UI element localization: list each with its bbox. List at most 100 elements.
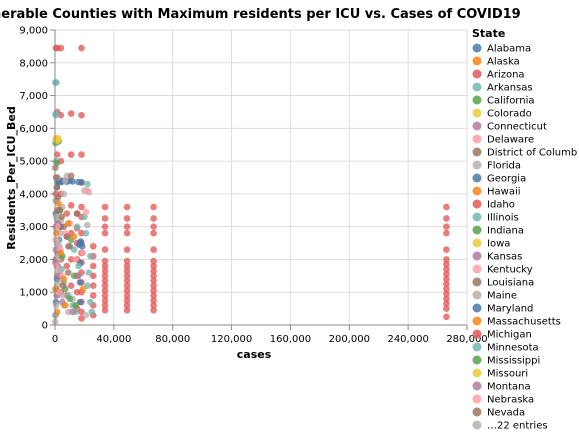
data-point [53, 223, 61, 230]
data-point [101, 282, 109, 289]
legend-label: District of Columb [487, 148, 577, 159]
data-point [150, 223, 157, 230]
data-point [101, 229, 109, 237]
data-point [150, 282, 157, 289]
data-point [150, 272, 157, 280]
data-point [101, 215, 109, 222]
data-point [443, 313, 450, 321]
data-point [52, 213, 60, 221]
legend-label: Arkansas [487, 83, 533, 94]
data-point [123, 302, 131, 309]
y-tick-label: 4,000 [19, 189, 48, 200]
data-point [150, 215, 157, 222]
data-point [89, 243, 97, 250]
data-point [72, 256, 79, 263]
legend-symbol [472, 95, 482, 105]
data-point [52, 229, 60, 237]
legend-label: Alaska [487, 57, 520, 68]
data-point [73, 288, 81, 296]
legend-label: Maine [487, 291, 517, 302]
data-point [101, 277, 109, 285]
data-point [88, 308, 96, 316]
legend-symbol [472, 368, 482, 378]
grid [54, 29, 468, 326]
data-point [123, 287, 131, 294]
legend-symbol [472, 381, 482, 391]
legend-label: Alabama [487, 44, 531, 55]
chart-title: nerable Counties with Maximum residents … [0, 7, 521, 22]
legend-symbol [472, 108, 482, 118]
y-tick-label: 9,000 [19, 26, 48, 37]
data-point [72, 302, 79, 309]
y-tick-label: 2,000 [19, 255, 48, 266]
data-point [150, 297, 157, 304]
data-point [63, 210, 71, 217]
y-tick-label: 3,000 [19, 222, 48, 233]
data-point [67, 110, 75, 117]
legend-symbol [472, 69, 482, 79]
data-point [76, 279, 84, 286]
legend-label: Mississippi [487, 356, 540, 367]
legend-symbol [472, 420, 482, 430]
data-point [150, 292, 157, 299]
y-tick-label: 1,000 [19, 288, 48, 299]
legend-symbol [472, 342, 482, 352]
legend-label: Minnesota [487, 343, 539, 354]
data-point [67, 202, 75, 209]
data-point [52, 302, 60, 309]
legend-label: Colorado [487, 109, 532, 120]
legend-symbol [472, 160, 482, 170]
legend-symbol [472, 316, 482, 326]
data-point [123, 257, 131, 265]
x-tick-label: 240,000 [387, 334, 428, 345]
legend-symbol [472, 82, 482, 92]
data-point [123, 262, 131, 270]
data-point [123, 297, 131, 304]
data-point [53, 79, 60, 86]
legend-label: Connecticut [487, 122, 547, 133]
legend-label: California [487, 96, 535, 107]
legend-label: Idaho [487, 200, 515, 211]
data-point [443, 215, 450, 222]
x-tick-label: 0 [52, 334, 58, 345]
data-point [443, 275, 450, 283]
legend-label: Florida [487, 161, 521, 172]
data-point [78, 151, 85, 158]
data-point [150, 306, 157, 314]
data-point [150, 267, 157, 275]
data-point [443, 280, 450, 288]
data-point [123, 272, 131, 280]
data-point [89, 262, 97, 270]
data-point [150, 277, 157, 285]
x-tick-label: 80,000 [155, 334, 190, 345]
data-point [58, 213, 65, 221]
y-axis-label: Residents_Per_ICU_Bed [5, 106, 18, 249]
data-point [53, 308, 61, 316]
legend-label: Massachusetts [487, 317, 561, 328]
data-point [69, 308, 76, 316]
data-point [84, 221, 91, 229]
data-point [57, 249, 65, 257]
data-point [52, 110, 60, 117]
legend-symbol [472, 56, 482, 66]
x-tick-label: 40,000 [96, 334, 131, 345]
data-point [123, 267, 131, 275]
data-point [89, 292, 97, 299]
x-axis-label: cases [237, 348, 272, 361]
data-point [52, 174, 60, 181]
legend-symbol [472, 290, 482, 300]
data-point [70, 233, 78, 240]
data-point [73, 223, 81, 230]
data-point [150, 257, 157, 265]
legend-symbol [472, 238, 482, 248]
legend-label: …22 entries [487, 421, 548, 432]
data-point [60, 190, 68, 198]
data-point [56, 206, 63, 214]
data-point [123, 229, 131, 237]
legend-symbol [472, 43, 482, 53]
data-point [150, 287, 157, 294]
y-tick-label: 6,000 [19, 124, 48, 135]
data-point [79, 285, 87, 293]
legend-label: Delaware [487, 135, 534, 146]
